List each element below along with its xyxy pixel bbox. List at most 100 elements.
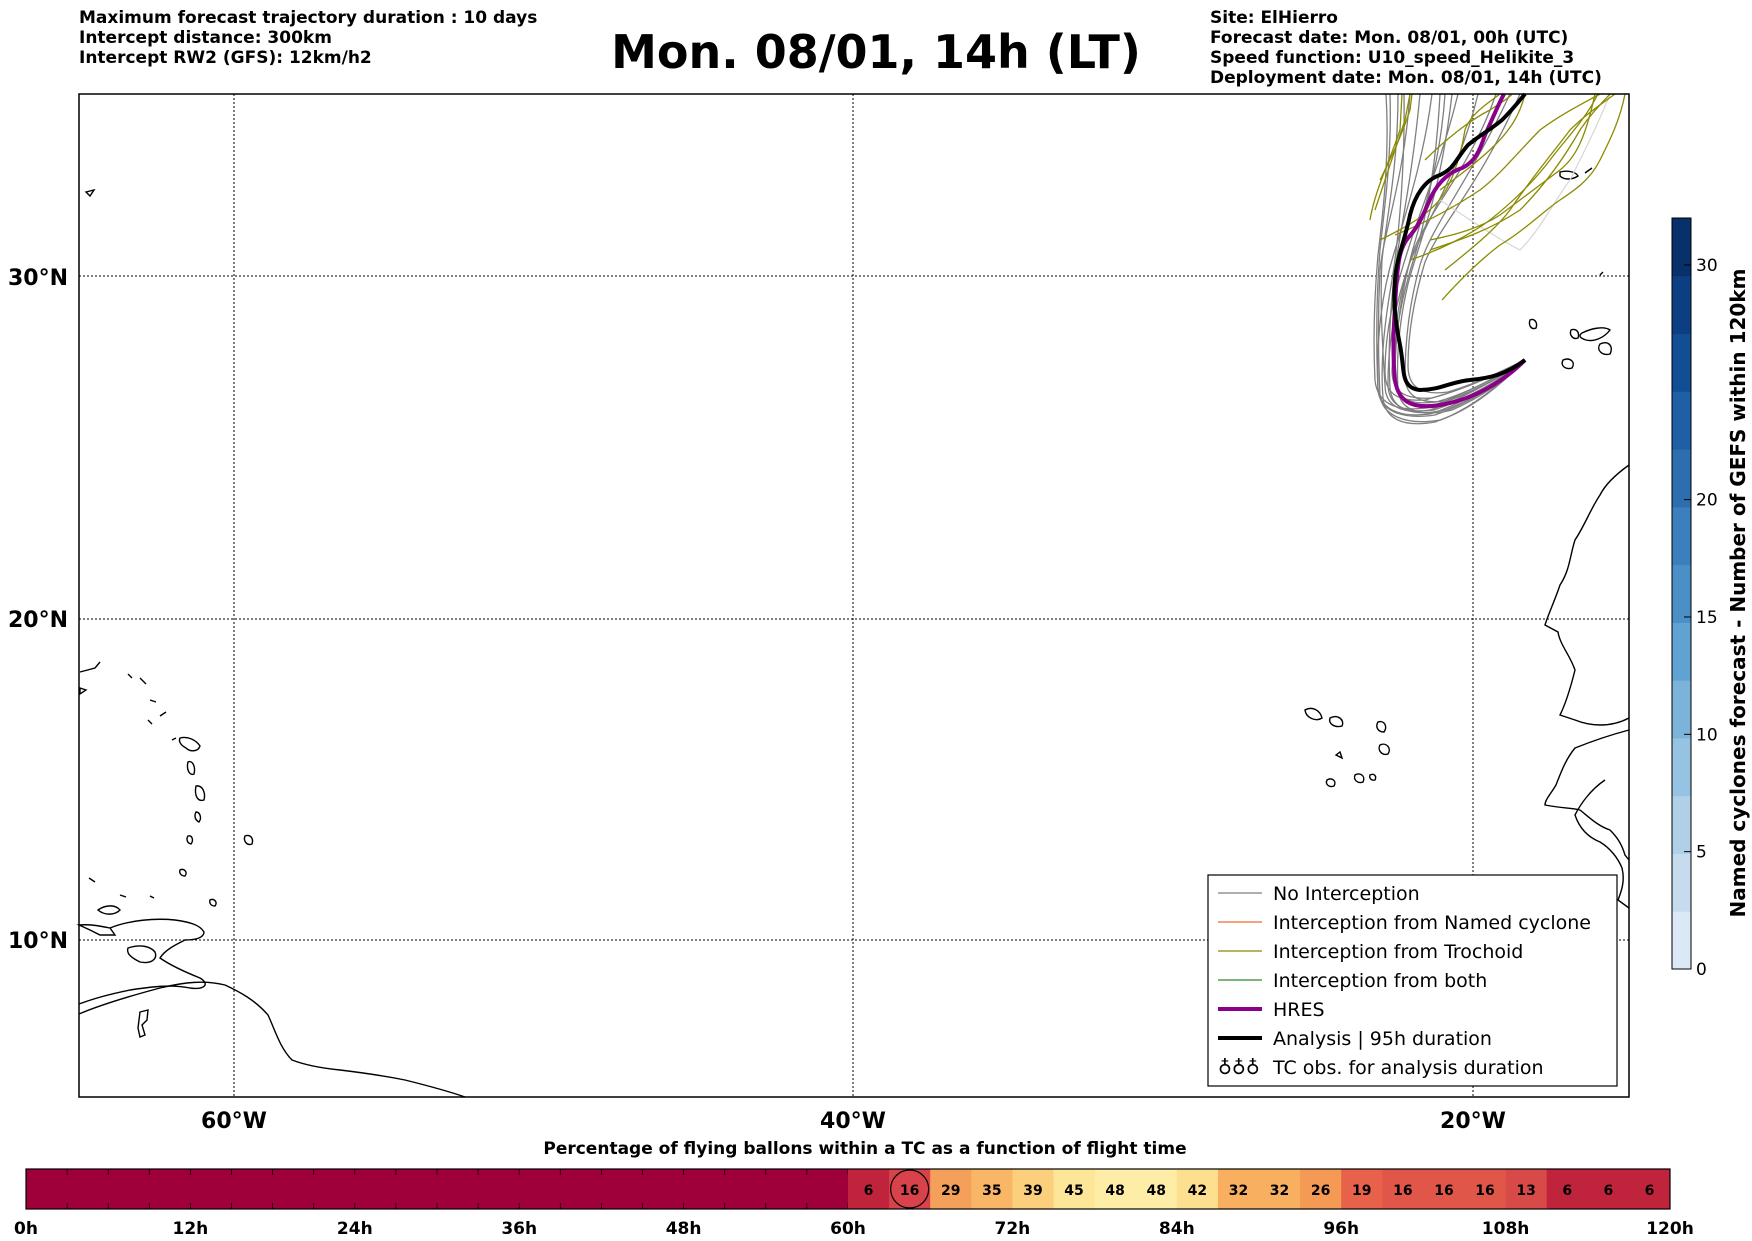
timeline-tick-label: 12h <box>173 1219 209 1239</box>
timeline-cell-fill <box>1546 1169 1589 1209</box>
colorbar-block <box>1672 275 1691 335</box>
max-duration-text: Maximum forecast trajectory duration : 1… <box>79 8 538 28</box>
timeline-cell-value: 13 <box>1516 1183 1535 1199</box>
colorbar-block <box>1672 795 1691 854</box>
timeline-cell: 48 <box>1135 1169 1178 1209</box>
island-cape-verde-7 <box>1369 773 1377 781</box>
legend-box <box>1207 874 1618 1087</box>
timeline-cell-fill <box>1587 1169 1630 1209</box>
tc-obs-symbol-icon: ♁♁♁ <box>1218 1057 1260 1079</box>
trajectory-olive-11 <box>1429 93 1596 241</box>
timeline-tick-label: 120h <box>1646 1219 1694 1239</box>
lon-labels: 60°W 40°W 20°W <box>201 1109 1506 1134</box>
trajectory-gray-1 <box>1380 93 1526 412</box>
island-cape-verde-6 <box>1325 778 1336 788</box>
timeline: Percentage of flying ballons within a TC… <box>14 1139 1694 1239</box>
colorbar-block <box>1672 622 1691 681</box>
colorbar-tick-label: 10 <box>1696 725 1718 745</box>
colorbar-block <box>1672 449 1691 508</box>
timeline-cell: 32 <box>1217 1169 1260 1209</box>
timeline-tick-label: 60h <box>830 1219 866 1239</box>
legend-rows: No Interception Interception from Named c… <box>1218 883 1591 1079</box>
coast-trinidad-venezuela <box>78 918 206 1005</box>
timeline-cell-value: 39 <box>1023 1183 1042 1199</box>
island-st-vincent <box>186 835 194 845</box>
trajectory-analysis <box>1392 92 1527 393</box>
colorbar-block <box>1672 391 1691 450</box>
island-guadeloupe <box>178 736 201 752</box>
timeline-cell-value: 16 <box>1475 1183 1494 1199</box>
timeline-cell-value: 32 <box>1270 1183 1289 1199</box>
lon-label-60w: 60°W <box>201 1109 267 1134</box>
trajectories-trochoid <box>1369 93 1626 301</box>
deployment-date-text: Deployment date: Mon. 08/01, 14h (UTC) <box>1210 68 1602 88</box>
timeline-cell-fill <box>848 1169 890 1209</box>
timeline-cell-value: 6 <box>1645 1183 1655 1199</box>
legend-label: HRES <box>1273 999 1325 1021</box>
trajectory-gray-12 <box>1404 93 1526 403</box>
timeline-cell: 35 <box>971 1169 1013 1209</box>
colorbar-block <box>1672 911 1691 970</box>
timeline-tick-label: 84h <box>1159 1219 1195 1239</box>
timeline-cells: 6 16 29 35 39 45 48 48 42 32 32 26 19 16 16 16 13 6 6 6 <box>848 1169 1671 1209</box>
intercept-rw2-text: Intercept RW2 (GFS): 12km/h2 <box>79 48 372 68</box>
legend-item: ♁♁♁ TC obs. for analysis duration <box>1218 1057 1544 1079</box>
timeline-cell-fill <box>1382 1169 1424 1209</box>
island-grenada <box>243 834 254 846</box>
legend-item: No Interception <box>1218 883 1420 905</box>
timeline-cell: 6 <box>1546 1169 1589 1209</box>
colorbar-block <box>1672 564 1691 623</box>
timeline-cell-fill <box>1053 1169 1095 1209</box>
island-cape-verde-3 <box>1376 720 1387 733</box>
lon-label-20w: 20°W <box>1440 1109 1506 1134</box>
coast-south-america <box>78 981 466 1098</box>
colorbar-tick-label: 20 <box>1696 491 1718 511</box>
coast-venezuela-dots <box>88 877 155 899</box>
timeline-cell-highlight <box>890 1169 930 1209</box>
island-cape-verde-5 <box>1353 773 1365 784</box>
timeline-cell-fill <box>930 1169 972 1209</box>
timeline-cell: 6 <box>1628 1169 1671 1209</box>
colorbar-tick-label: 30 <box>1696 256 1718 276</box>
timeline-cell-value: 29 <box>941 1183 960 1199</box>
timeline-frame <box>25 1168 1671 1210</box>
island-canary-3 <box>1579 327 1612 342</box>
legend-item: Analysis | 95h duration <box>1218 1028 1492 1050</box>
island-canary-4 <box>1598 342 1612 356</box>
coastlines <box>76 167 1630 1098</box>
timeline-tick-label: 108h <box>1482 1219 1530 1239</box>
trajectories <box>1369 92 1626 425</box>
legend-label: Analysis | 95h duration <box>1273 1028 1492 1050</box>
trajectory-olive-6 <box>1444 93 1616 271</box>
legend: No Interception Interception from Named c… <box>1207 874 1618 1087</box>
page-title: Mon. 08/01, 14h (LT) <box>611 25 1141 79</box>
timeline-cell-value: 35 <box>982 1183 1001 1199</box>
timeline-cell-fill <box>1094 1169 1137 1209</box>
trajectory-gray-6 <box>1377 93 1526 416</box>
timeline-cell-fill <box>971 1169 1013 1209</box>
timeline-cell: 16 <box>1382 1169 1424 1209</box>
colorbar-block <box>1672 218 1691 277</box>
timeline-cell-fill <box>1341 1169 1383 1209</box>
timeline-cell-value: 48 <box>1105 1183 1124 1199</box>
island-tobago <box>137 1009 149 1038</box>
legend-label: Interception from both <box>1273 970 1487 992</box>
coast-venezuela-west <box>96 905 121 915</box>
timeline-cell: 45 <box>1053 1169 1095 1209</box>
timeline-cell-value: 6 <box>1562 1183 1572 1199</box>
timeline-cell: 29 <box>930 1169 972 1209</box>
timeline-cell-value: 26 <box>1311 1183 1330 1199</box>
timeline-cell: 6 <box>1587 1169 1630 1209</box>
trajectory-olive-10 <box>1424 93 1513 161</box>
timeline-tick-label: 36h <box>501 1219 537 1239</box>
trajectory-olive-5 <box>1429 93 1611 251</box>
coast-africa-lower <box>1574 779 1630 909</box>
island-dominica <box>186 760 196 776</box>
timeline-cell-value: 48 <box>1147 1183 1166 1199</box>
island-st-lucia <box>194 811 202 823</box>
island-azores <box>1584 167 1604 276</box>
timeline-cell-fill <box>1259 1169 1301 1209</box>
trajectory-gray-4 <box>1373 93 1526 410</box>
timeline-cell-fill <box>1217 1169 1260 1209</box>
timeline-cell: 13 <box>1505 1169 1548 1209</box>
